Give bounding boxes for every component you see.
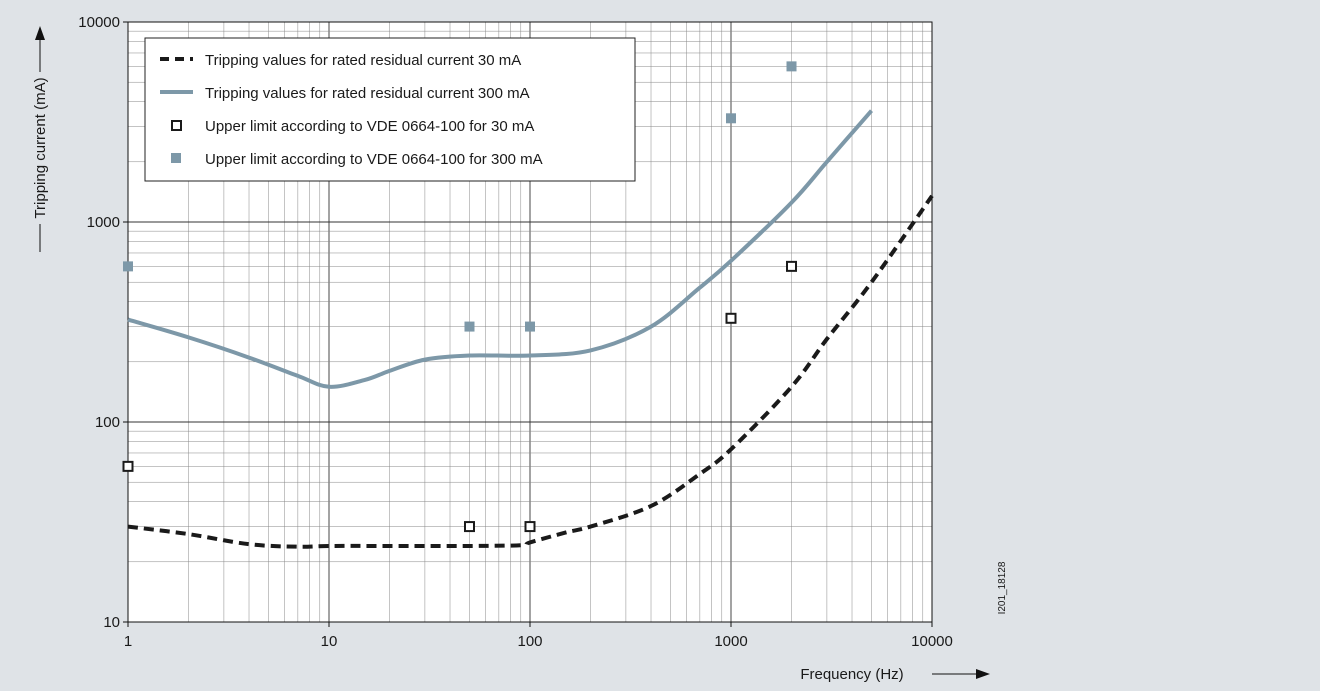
- limit-marker-300ma: [464, 321, 475, 332]
- image-id-label: I201_18128: [997, 561, 1008, 614]
- legend-box: [144, 37, 636, 182]
- limit-marker-300ma: [726, 113, 736, 124]
- legend-label-limit-30ma: Upper limit according to VDE 0664-100 fo…: [205, 118, 534, 135]
- limit-marker-30ma: [725, 312, 737, 324]
- legend-swatch-limit-30ma: [171, 120, 182, 131]
- y-axis-arrowhead: [35, 26, 45, 40]
- y-tick-label: 1000: [87, 214, 120, 231]
- legend-label-300ma: Tripping values for rated residual curre…: [205, 85, 530, 102]
- legend-label-limit-300ma: Upper limit according to VDE 0664-100 fo…: [205, 151, 543, 168]
- series-layer: [122, 61, 934, 549]
- y-axis-label: Tripping current (mA): [32, 77, 49, 218]
- y-tick-label: 10000: [78, 14, 120, 31]
- limit-marker-30ma: [122, 460, 134, 472]
- legend-swatch-limit-300ma: [171, 153, 181, 163]
- legend: Tripping values for rated residual curre…: [144, 37, 636, 182]
- limit-marker-30ma: [463, 521, 475, 533]
- limit-marker-300ma: [123, 261, 133, 272]
- y-tick-label: 100: [95, 414, 120, 431]
- legend-label-30ma: Tripping values for rated residual curre…: [205, 52, 521, 69]
- series-line-30ma: [127, 194, 934, 549]
- x-tick-label: 10: [321, 633, 338, 650]
- x-tick-label: 1000: [714, 633, 747, 650]
- limit-marker-300ma: [786, 61, 797, 72]
- x-tick-label: 1: [124, 633, 132, 650]
- y-tick-label: 10: [103, 614, 120, 631]
- x-axis-label: Frequency (Hz): [800, 666, 903, 683]
- x-tick-label: 10000: [911, 633, 953, 650]
- series-line-300ma: [127, 109, 874, 389]
- x-axis-arrowhead: [976, 669, 990, 679]
- limit-marker-300ma: [525, 321, 535, 332]
- x-tick-label: 100: [517, 633, 542, 650]
- limit-marker-30ma: [786, 260, 798, 272]
- limit-marker-30ma: [524, 521, 536, 533]
